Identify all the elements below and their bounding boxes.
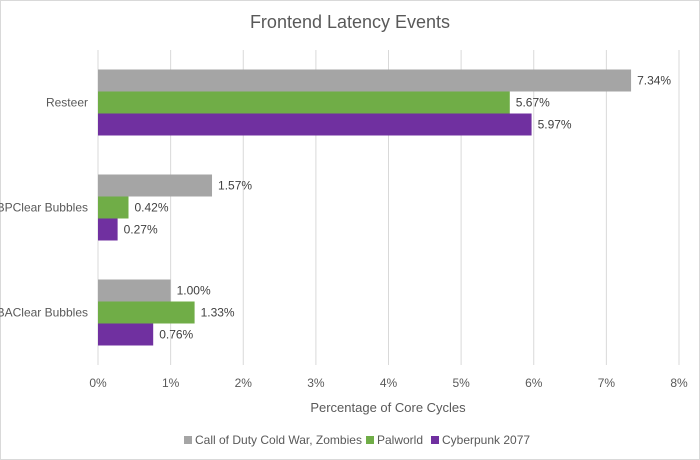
bar <box>98 218 118 241</box>
bar <box>98 279 171 302</box>
category-labels: Resteer BPClear Bubbles BAClear Bubbles <box>0 96 88 320</box>
x-tick-label: 4% <box>380 376 398 390</box>
category-label: BAClear Bubbles <box>0 306 88 320</box>
bar <box>98 113 532 136</box>
bar <box>98 69 632 92</box>
data-label: 7.34% <box>637 74 671 88</box>
data-label: 5.97% <box>538 118 572 132</box>
bar <box>98 174 213 197</box>
bar <box>98 91 510 114</box>
x-axis-title: Percentage of Core Cycles <box>310 400 466 415</box>
x-tick-label: 8% <box>670 376 688 390</box>
data-label: 1.57% <box>218 179 252 193</box>
x-tick-label: 6% <box>525 376 543 390</box>
x-tick-label: 2% <box>235 376 253 390</box>
legend-entry: Cyberpunk 2077 <box>442 433 530 447</box>
data-label: 1.00% <box>177 284 211 298</box>
x-tick-labels: 0% 1% 2% 3% 4% 5% 6% 7% 8% <box>89 376 688 390</box>
x-tick-label: 7% <box>598 376 616 390</box>
legend: Call of Duty Cold War, Zombies Palworld Cy… <box>184 433 530 447</box>
data-label: 0.76% <box>159 328 193 342</box>
legend-entry: Palworld <box>377 433 423 447</box>
chart-title: Frontend Latency Events <box>250 12 450 32</box>
bar <box>98 301 195 324</box>
legend-swatch <box>366 436 374 444</box>
data-label: 1.33% <box>201 306 235 320</box>
category-label: BPClear Bubbles <box>0 201 88 215</box>
data-label: 0.27% <box>124 223 158 237</box>
x-tick-label: 1% <box>162 376 180 390</box>
legend-entry: Call of Duty Cold War, Zombies <box>195 433 362 447</box>
bar <box>98 196 129 219</box>
x-tick-label: 3% <box>307 376 325 390</box>
bar <box>98 323 154 346</box>
bars: 7.34% 5.67% 5.97% 1.57% 0.42% 0.27% 1.00% 1.33%… <box>98 69 671 346</box>
x-tick-label: 5% <box>452 376 470 390</box>
data-label: 0.42% <box>135 201 169 215</box>
category-label: Resteer <box>46 96 88 110</box>
data-label: 5.67% <box>516 96 550 110</box>
x-tick-label: 0% <box>89 376 107 390</box>
legend-swatch <box>184 436 192 444</box>
legend-swatch <box>431 436 439 444</box>
